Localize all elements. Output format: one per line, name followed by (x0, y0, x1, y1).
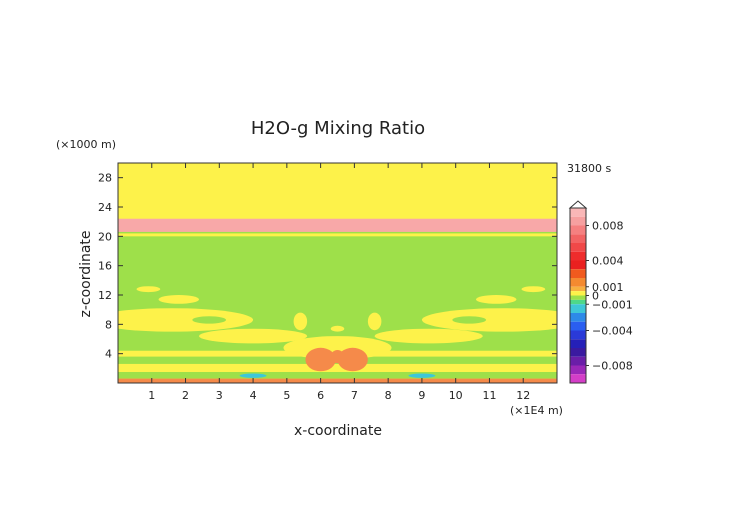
contour-band (118, 363, 557, 372)
contour-blob (367, 312, 382, 331)
contour-blob (475, 295, 517, 304)
colorbar-swatch (570, 286, 586, 292)
x-unit-label: (×1E4 m) (510, 404, 563, 417)
contour-band (118, 378, 557, 383)
colorbar-swatch (570, 299, 586, 305)
contour-blob (408, 373, 436, 378)
contour-blob (330, 325, 345, 332)
colorbar-swatch (570, 208, 586, 217)
y-tick-label: 20 (98, 230, 112, 243)
y-tick-label: 28 (98, 172, 112, 185)
x-axis-label: x-coordinate (294, 423, 382, 439)
y-unit-label: (×1000 m) (56, 138, 116, 151)
chart-title: H2O-g Mixing Ratio (251, 118, 425, 139)
colorbar-swatch (570, 225, 586, 235)
colorbar-swatch (570, 313, 586, 322)
x-tick-label: 5 (283, 389, 290, 402)
colorbar-swatch (570, 291, 586, 296)
y-tick-label: 12 (98, 289, 112, 302)
contour-blob (330, 350, 345, 364)
colorbar-swatch (570, 295, 586, 300)
contour-blob (118, 308, 254, 332)
contour-blob (337, 347, 368, 372)
contour-blob (452, 316, 487, 324)
contour-blob (192, 316, 227, 324)
colorbar-swatch (570, 330, 586, 340)
contour-blob (199, 328, 308, 344)
contour-blob (521, 286, 546, 293)
time-label: 31800 s (567, 162, 611, 175)
x-tick-label: 11 (482, 389, 496, 402)
colorbar-swatch (570, 304, 586, 313)
x-tick-label: 8 (385, 389, 392, 402)
colorbar-tick-label: 0.008 (592, 220, 624, 233)
colorbar-tick-label: 0.001 (592, 281, 624, 294)
colorbar-tick-label: −0.001 (592, 298, 633, 311)
x-tick-label: 3 (216, 389, 223, 402)
y-tick-label: 4 (105, 348, 112, 361)
colorbar-swatch (570, 216, 586, 226)
contour-blob (239, 373, 267, 378)
y-axis-label: z-coordinate (78, 230, 94, 317)
x-tick-label: 10 (449, 389, 463, 402)
contour-blob (293, 312, 308, 331)
contour-blob (374, 328, 483, 344)
contour-blob (305, 347, 336, 372)
x-tick-label: 4 (250, 389, 257, 402)
colorbar-tick-label: −0.008 (592, 360, 633, 373)
x-tick-label: 7 (351, 389, 358, 402)
x-tick-label: 6 (317, 389, 324, 402)
colorbar-swatch (570, 251, 586, 261)
x-tick-label: 12 (516, 389, 530, 402)
colorbar-swatch (570, 339, 586, 348)
contour-band (118, 231, 557, 234)
colorbar-swatch (570, 356, 586, 366)
colorbar-tick-label: 0 (592, 290, 599, 303)
colorbar-tick-label: 0.004 (592, 255, 624, 268)
contour-blob (158, 295, 200, 304)
colorbar-swatch (570, 243, 586, 252)
plot-frame (117, 162, 558, 384)
y-tick-label: 16 (98, 260, 112, 273)
contour-field (118, 163, 557, 383)
colorbar-swatch (570, 348, 586, 357)
y-tick-label: 24 (98, 201, 112, 214)
colorbar-swatch (570, 278, 586, 287)
x-tick-label: 2 (182, 389, 189, 402)
contour-band (118, 218, 557, 232)
contour-blob (421, 308, 557, 332)
colorbar-extend-arrow (568, 200, 588, 209)
colorbar-swatch (570, 374, 586, 383)
colorbar-swatch (570, 269, 586, 278)
colorbar-swatch (570, 260, 586, 270)
contour-blob (136, 286, 161, 293)
colorbar-swatch (570, 365, 586, 375)
colorbar-tick-label: −0.004 (592, 325, 633, 338)
colorbar-swatch (570, 234, 586, 243)
y-tick-label: 8 (105, 318, 112, 331)
colorbar-swatch (570, 321, 586, 331)
x-tick-label: 1 (148, 389, 155, 402)
x-tick-label: 9 (418, 389, 425, 402)
